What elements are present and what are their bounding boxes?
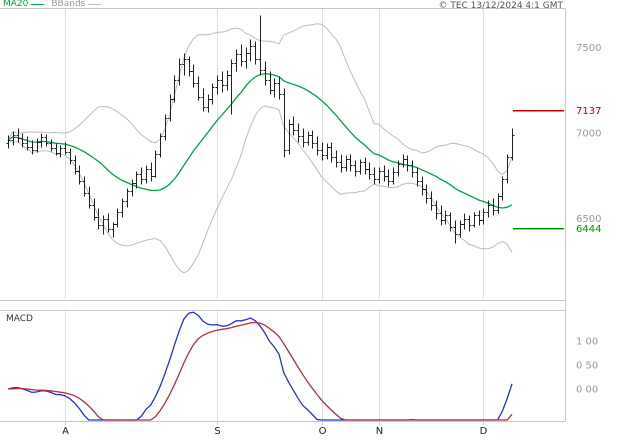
month-gridlines	[65, 8, 484, 425]
ma20-line	[7, 72, 513, 209]
candlestick-series	[6, 15, 515, 244]
chart-legend: MA20 BBands	[3, 0, 102, 9]
month-label: S	[214, 426, 220, 437]
resistance-level-label: 7137	[576, 106, 601, 117]
price-axis-label: 7000	[576, 128, 601, 139]
legend-item-ma20: MA20	[3, 0, 45, 9]
macd-axis-label: 0 00	[576, 384, 598, 395]
macd-signal-line	[7, 321, 513, 421]
price-axis-label: 7500	[576, 43, 601, 54]
ma20-line-swatch	[31, 4, 45, 5]
macd-axis-label: 1 00	[576, 336, 598, 347]
month-label: N	[376, 426, 383, 437]
price-axis-labels: 7500 7000 6500	[576, 43, 601, 225]
month-label: O	[319, 426, 327, 437]
copyright-text: © TEC 13/12/2024 4:1 GMT	[438, 1, 563, 11]
bollinger-lower-band-line	[7, 105, 513, 274]
ma20-legend-label: MA20	[3, 0, 29, 9]
bbands-line-swatch	[88, 4, 102, 5]
month-label: D	[480, 426, 488, 437]
price-axis-label: 6500	[576, 214, 601, 225]
macd-line	[7, 311, 513, 421]
macd-axis-label: 0 50	[576, 360, 598, 371]
panel-frame	[0, 8, 566, 422]
month-label: A	[62, 426, 69, 437]
bbands-legend-label: BBands	[51, 0, 86, 9]
macd-axis-labels: 1 00 0 50 0 00	[576, 336, 598, 395]
support-level-label: 6444	[576, 224, 601, 235]
legend-item-bbands: BBands	[51, 0, 102, 9]
macd-panel-label: MACD	[6, 314, 33, 324]
